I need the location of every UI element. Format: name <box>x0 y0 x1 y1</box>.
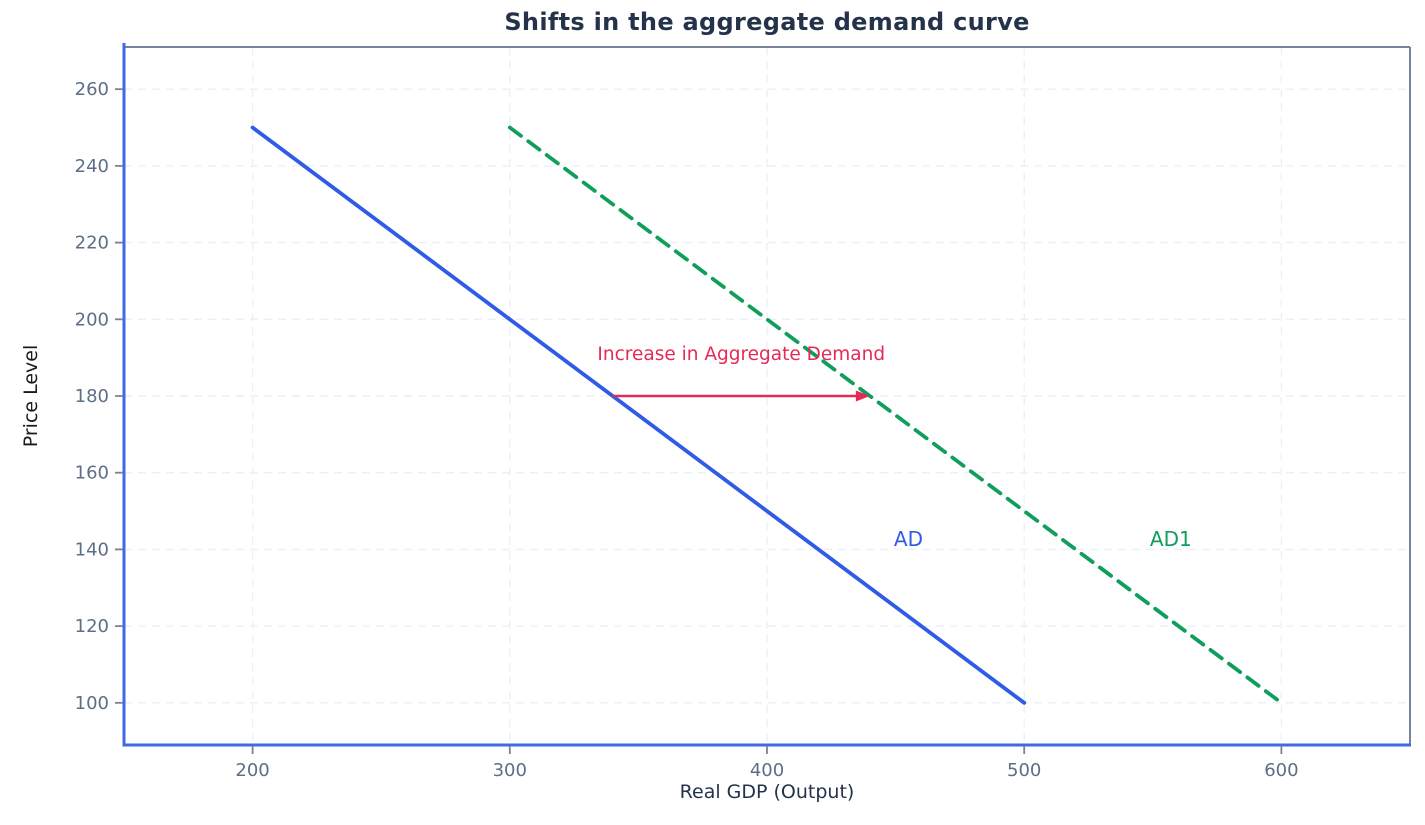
y-tick-label: 140 <box>75 539 109 560</box>
x-tick-label: 500 <box>1007 760 1041 781</box>
y-tick-label: 160 <box>75 463 109 484</box>
annotation-text: Increase in Aggregate Demand <box>597 344 885 365</box>
series-line-ad <box>250 125 1027 705</box>
y-axis-label: Price Level <box>20 344 42 448</box>
y-tick-label: 220 <box>75 233 109 254</box>
y-tick-label: 200 <box>75 309 109 330</box>
chart-title: Shifts in the aggregate demand curve <box>504 8 1030 36</box>
y-tick-label: 260 <box>75 79 109 100</box>
x-tick-label: 600 <box>1264 760 1298 781</box>
y-tick-label: 180 <box>75 386 109 407</box>
shift-arrow-head <box>855 390 870 402</box>
series-label-ad1: AD1 <box>1150 527 1192 551</box>
series-label-ad: AD <box>894 527 923 551</box>
x-tick-label: 300 <box>493 760 527 781</box>
x-tick-label: 400 <box>750 760 784 781</box>
series-line-ad1 <box>507 125 1284 705</box>
x-axis-label: Real GDP (Output) <box>679 781 855 803</box>
y-tick-label: 100 <box>75 693 109 714</box>
y-tick-label: 240 <box>75 156 109 177</box>
y-tick-label: 120 <box>75 616 109 637</box>
x-tick-label: 200 <box>235 760 269 781</box>
